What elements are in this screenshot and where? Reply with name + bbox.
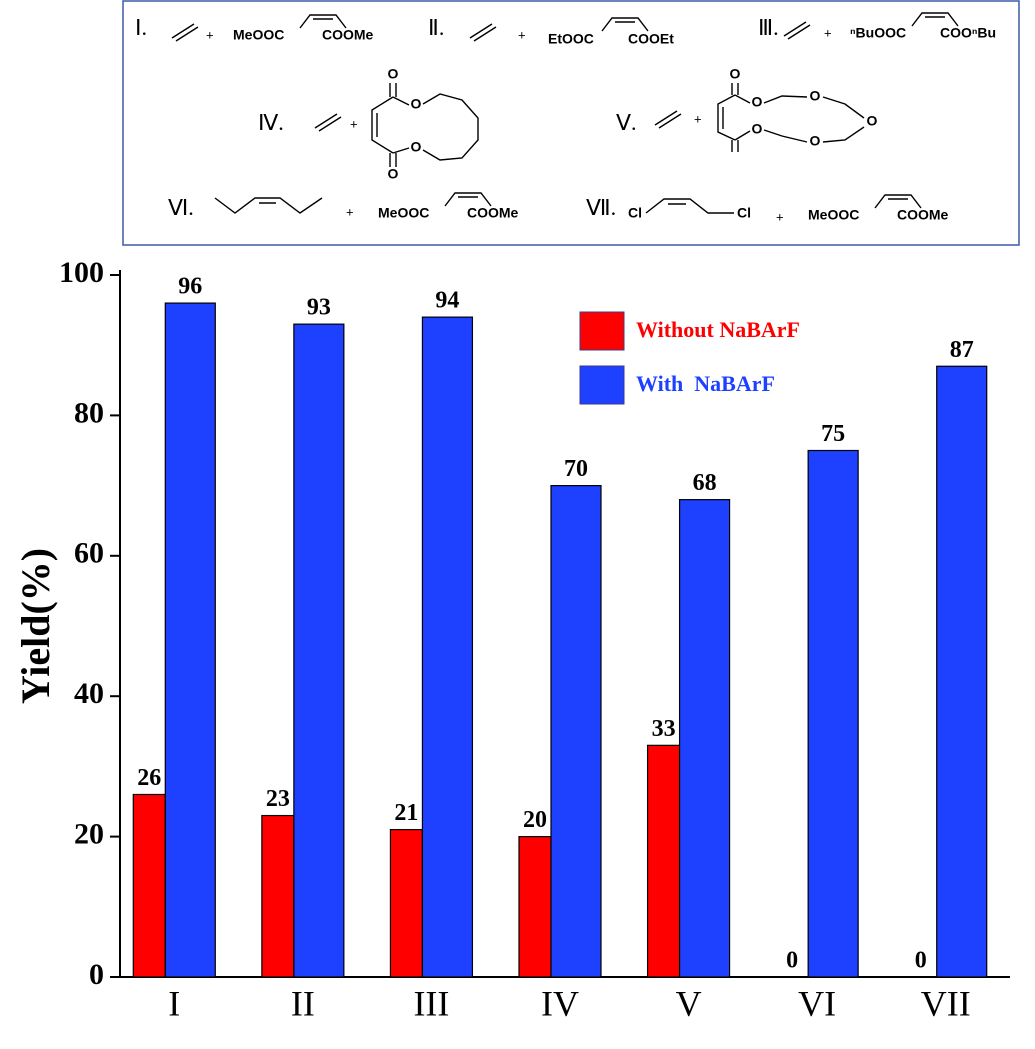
scheme-box <box>122 0 1020 246</box>
atom: Cl <box>628 205 642 221</box>
value-label: 68 <box>693 470 717 496</box>
atom: O <box>730 66 741 82</box>
y-tick-label: 0 <box>89 958 104 991</box>
legend-swatch <box>579 311 625 351</box>
atom: O <box>867 113 878 129</box>
dichlorobutene <box>645 198 734 214</box>
value-label: 93 <box>307 295 331 321</box>
scheme-label: Ⅲ. <box>758 15 779 40</box>
atom: O <box>810 133 821 149</box>
ethylene <box>654 110 682 129</box>
atom: O <box>810 88 821 104</box>
value-label: 21 <box>394 800 418 826</box>
plus: + <box>518 27 526 42</box>
chem-text: MeOOC <box>233 27 284 43</box>
atom: O <box>411 96 422 112</box>
bar <box>678 499 731 978</box>
scheme-label: Ⅵ. <box>168 195 194 220</box>
bar <box>164 302 216 978</box>
atom: O <box>752 121 763 137</box>
bar <box>132 793 166 978</box>
legend-label: With NaBArF <box>636 371 775 396</box>
plus: + <box>776 209 784 224</box>
bar <box>807 449 859 978</box>
atom: O <box>388 66 399 82</box>
alkene <box>299 14 347 29</box>
legend-swatch <box>579 365 625 405</box>
value-label: 33 <box>652 716 676 742</box>
scheme-label: Ⅰ. <box>135 15 147 40</box>
x-tick-label: IV <box>541 983 579 1023</box>
chem-text: COOMe <box>322 27 374 43</box>
x-tick-label: II <box>291 983 315 1023</box>
alkene <box>911 12 959 27</box>
chem-text: EtOOC <box>548 31 594 47</box>
hexene <box>214 197 323 214</box>
atom: O <box>752 94 763 110</box>
atom: O <box>411 139 422 155</box>
y-tick-label: 80 <box>74 396 104 429</box>
bar <box>518 835 552 978</box>
value-label: 20 <box>523 807 547 833</box>
ethylene <box>469 23 497 42</box>
bar <box>550 485 602 978</box>
legend-label: Without NaBArF <box>636 317 800 342</box>
chem-text: COOMe <box>897 207 949 223</box>
chem-text: COOMe <box>467 205 519 221</box>
scheme-label: Ⅶ. <box>586 195 616 220</box>
bar <box>936 365 988 978</box>
value-label: 0 <box>915 948 927 974</box>
alkene <box>444 192 492 207</box>
chem-text: MeOOC <box>378 205 429 221</box>
y-tick-label: 100 <box>59 256 104 289</box>
ethylene <box>171 23 199 42</box>
scheme-label: Ⅳ. <box>258 110 284 135</box>
reaction-scheme: Ⅰ. + MeOOC COOMe Ⅱ. + EtOOC COOEt Ⅲ. + ⁿ… <box>122 0 1020 246</box>
bar <box>646 744 681 978</box>
alkene <box>874 194 922 209</box>
alkene <box>601 17 649 32</box>
y-axis-label: Yield(%) <box>13 548 58 704</box>
chem-text: ⁿBuOOC <box>850 25 906 41</box>
value-label: 70 <box>564 456 588 482</box>
plus: + <box>824 25 832 40</box>
plus: + <box>206 27 214 42</box>
value-label: 23 <box>266 786 290 812</box>
x-tick-label: III <box>413 983 449 1023</box>
bar <box>421 316 474 978</box>
ring-iv <box>371 83 479 167</box>
value-label: 87 <box>950 337 974 363</box>
plus: + <box>346 204 354 219</box>
scheme-label: Ⅱ. <box>428 15 444 40</box>
value-label: 0 <box>786 948 798 974</box>
bar <box>261 814 295 978</box>
value-label: 94 <box>435 288 459 314</box>
chem-text: MeOOC <box>808 207 859 223</box>
chem-text: COOⁿBu <box>940 25 996 41</box>
value-label: 75 <box>821 421 845 447</box>
ring-v <box>717 83 865 152</box>
x-tick-label: VII <box>921 983 971 1023</box>
chart: Yield(%) 0 20 40 60 80 100 I 26 96 II 23 93 III 21 94 I… <box>13 256 1010 1023</box>
plus: + <box>694 111 702 126</box>
x-tick-label: I <box>168 983 180 1023</box>
y-tick-label: 20 <box>74 817 104 850</box>
value-label: 26 <box>137 765 161 791</box>
x-tick-label: V <box>676 983 702 1023</box>
atom: O <box>388 166 399 182</box>
chem-text: COOEt <box>628 31 674 47</box>
ethylene <box>314 113 342 132</box>
y-tick-label: 60 <box>74 537 104 570</box>
bar <box>293 323 345 978</box>
ethylene <box>783 21 811 40</box>
y-tick-label: 40 <box>74 677 104 710</box>
atom: Cl <box>737 205 751 221</box>
x-tick-label: VI <box>798 983 836 1023</box>
scheme-label: Ⅴ. <box>616 110 637 135</box>
value-label: 96 <box>178 274 202 300</box>
plus: + <box>350 116 358 131</box>
bar <box>389 828 424 978</box>
